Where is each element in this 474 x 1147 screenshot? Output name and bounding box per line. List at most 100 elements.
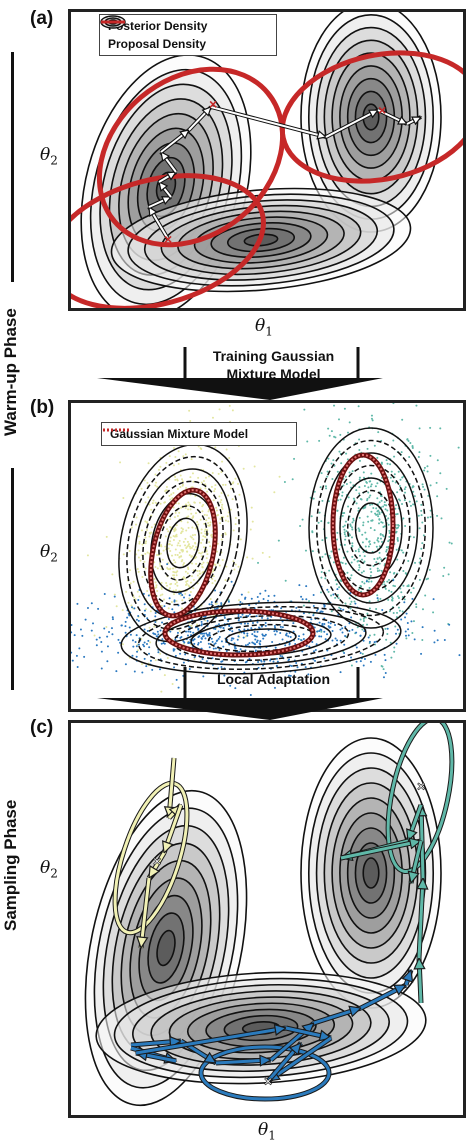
scatter-point <box>318 511 321 514</box>
scatter-point <box>168 597 171 600</box>
scatter-point <box>133 607 136 610</box>
scatter-point <box>426 465 429 468</box>
proposal-ellipse-left <box>96 66 286 248</box>
scatter-point <box>402 551 405 554</box>
scatter-point <box>355 489 358 492</box>
scatter-point <box>318 621 321 624</box>
scatter-point <box>366 447 369 450</box>
scatter-point <box>413 495 416 498</box>
scatter-point <box>187 544 190 547</box>
scatter-point <box>381 609 384 612</box>
scatter-point <box>174 548 177 551</box>
scatter-point <box>157 633 160 636</box>
scatter-point <box>211 416 214 419</box>
scatter-point <box>352 517 355 520</box>
scatter-point <box>428 568 431 571</box>
scatter-point <box>317 521 320 524</box>
scatter-point <box>191 562 194 565</box>
scatter-point <box>181 483 184 486</box>
scatter-point <box>187 508 190 511</box>
scatter-point <box>342 556 345 559</box>
scatter-point <box>267 678 270 681</box>
scatter-point <box>345 452 348 455</box>
scatter-point <box>227 600 230 603</box>
scatter-point <box>188 554 191 557</box>
scatter-point <box>323 623 326 626</box>
scatter-point <box>163 501 166 504</box>
scatter-point <box>332 459 335 462</box>
scatter-point <box>127 601 130 604</box>
scatter-point <box>340 462 343 465</box>
scatter-point <box>357 405 360 408</box>
scatter-point <box>401 610 404 613</box>
scatter-point <box>208 541 211 544</box>
scatter-point <box>281 655 284 658</box>
scatter-point <box>357 568 360 571</box>
scatter-point <box>261 633 264 636</box>
scatter-point <box>380 569 383 572</box>
scatter-point <box>373 529 376 532</box>
legend-b: Gaussian Mixture Model <box>101 422 297 446</box>
scatter-point <box>228 456 231 459</box>
scatter-point <box>346 571 349 574</box>
scatter-point <box>343 407 346 410</box>
scatter-point <box>376 570 379 573</box>
scatter-point <box>302 633 305 636</box>
scatter-point <box>143 645 146 648</box>
scatter-point <box>222 483 225 486</box>
scatter-point <box>404 616 407 619</box>
scatter-point <box>144 608 147 611</box>
scatter-point <box>375 561 378 564</box>
scatter-point <box>396 595 399 598</box>
scatter-point <box>331 630 334 633</box>
scatter-point <box>138 542 141 545</box>
scatter-point <box>290 664 293 667</box>
scatter-point <box>246 632 249 635</box>
scatter-point <box>311 530 314 533</box>
scatter-point <box>376 510 379 513</box>
scatter-point <box>210 603 213 606</box>
scatter-point <box>154 586 157 589</box>
scatter-point <box>367 580 370 583</box>
scatter-point <box>163 598 166 601</box>
scatter-point <box>195 562 198 565</box>
scatter-point <box>390 590 393 593</box>
scatter-point <box>200 448 203 451</box>
scatter-point <box>276 660 279 663</box>
legend-a-proposal-text: Proposal Density <box>108 37 207 51</box>
scatter-point <box>325 536 328 539</box>
scatter-point <box>137 549 140 552</box>
scatter-point <box>176 544 179 547</box>
scatter-point <box>412 503 415 506</box>
panel-c-ylabel: θ2 <box>40 858 58 881</box>
scatter-point <box>181 478 184 481</box>
scatter-point <box>161 638 164 641</box>
scatter-point <box>273 686 276 689</box>
scatter-point <box>148 652 151 655</box>
scatter-point <box>139 559 142 562</box>
scatter-point <box>370 472 373 475</box>
scatter-point <box>400 618 403 621</box>
scatter-point <box>239 648 242 651</box>
panel-c-label: (c) <box>30 717 54 738</box>
arrowhead-icon <box>161 840 174 855</box>
scatter-point <box>188 597 191 600</box>
scatter-point <box>174 475 177 478</box>
scatter-point <box>378 518 381 521</box>
scatter-point <box>339 607 342 610</box>
scatter-point <box>386 509 389 512</box>
scatter-point <box>147 594 150 597</box>
scatter-point <box>243 628 246 631</box>
scatter-point <box>134 640 137 643</box>
scatter-point <box>395 548 398 551</box>
scatter-point <box>149 610 152 613</box>
scatter-point <box>389 476 392 479</box>
scatter-point <box>330 610 333 613</box>
scatter-point <box>391 480 394 483</box>
proposal-yellow <box>113 781 189 935</box>
scatter-point <box>203 513 206 516</box>
scatter-point <box>261 616 264 619</box>
scatter-point <box>143 479 146 482</box>
scatter-point <box>436 495 439 498</box>
scatter-point <box>137 556 140 559</box>
